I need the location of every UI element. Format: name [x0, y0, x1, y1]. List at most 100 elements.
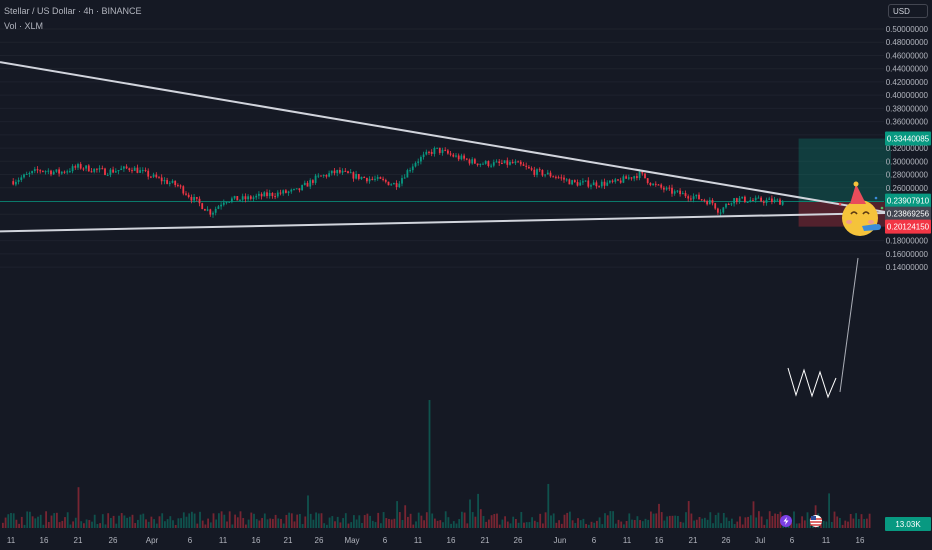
candle-body — [233, 196, 236, 199]
volume-bar — [477, 493, 479, 528]
volume-bar — [158, 516, 161, 528]
price-axis-label: 0.42000000 — [886, 78, 929, 87]
volume-bar — [585, 523, 587, 528]
volume-bar — [26, 511, 29, 528]
candle-body — [536, 169, 538, 175]
volume-bar — [728, 520, 731, 528]
candle-body — [228, 201, 231, 203]
volume-bar — [625, 520, 628, 528]
candle-body — [347, 171, 349, 174]
volume-bar — [425, 512, 428, 528]
candle-body — [382, 178, 384, 180]
volume-bar — [590, 521, 593, 528]
volume-bar — [274, 514, 277, 528]
candle-body — [52, 171, 55, 175]
price-axis-label: 0.16000000 — [886, 250, 929, 259]
candle-body — [239, 199, 241, 201]
candle-body — [306, 182, 309, 187]
volume-bar — [455, 523, 458, 528]
volume-bar — [749, 515, 752, 528]
candle-body — [398, 183, 401, 188]
volume-bar — [849, 513, 852, 528]
candle-body — [85, 165, 87, 169]
price-axis-label: 0.32000000 — [886, 144, 929, 153]
time-axis-label: 11 — [414, 536, 423, 545]
volume-bar — [37, 516, 39, 528]
candle-body — [125, 166, 128, 169]
volume-bar — [452, 521, 455, 528]
volume-bar — [331, 516, 334, 528]
axes: 11 16 21 26 Apr 6 11 16 21 26 May 6 11 16 21 26 Jun 6 11 16… — [7, 25, 929, 545]
volume-bar — [226, 521, 228, 528]
volume-bar — [29, 511, 31, 528]
candle-body — [384, 179, 387, 182]
candle-body — [441, 149, 444, 153]
projected-path — [787, 367, 837, 399]
volume-bar — [690, 513, 693, 528]
volume-bar — [839, 517, 841, 528]
candle-body — [106, 174, 109, 176]
candle-body — [371, 178, 374, 180]
candle-body — [779, 199, 781, 205]
volume-bar — [126, 517, 128, 528]
candle-body — [530, 168, 533, 170]
candle-body — [695, 194, 698, 197]
candle-body — [671, 187, 673, 194]
volume-bar — [266, 519, 269, 528]
volume-bar — [393, 518, 396, 528]
candle-body — [514, 161, 517, 164]
candle-body — [222, 202, 225, 205]
volume-bar — [655, 513, 658, 528]
candle-body — [314, 175, 317, 183]
volume-bar — [447, 517, 450, 528]
candle-body — [241, 196, 244, 200]
candle-body — [600, 181, 603, 187]
volume-bar — [442, 522, 444, 528]
volume-bar — [620, 521, 623, 528]
candle-body — [447, 150, 449, 154]
volume-bar — [863, 518, 866, 528]
candle-body — [101, 168, 104, 170]
time-axis-label: 11 — [7, 536, 16, 545]
volume-bar — [747, 516, 749, 528]
volume-bar — [563, 514, 566, 528]
trendlines[interactable] — [0, 61, 892, 399]
volume-indicator-label[interactable]: Vol · XLM — [4, 21, 44, 31]
breakout-projection — [839, 257, 859, 393]
volume-bar — [299, 513, 301, 528]
volume-bar — [498, 524, 501, 528]
candle-body — [436, 147, 438, 149]
candle-body — [328, 173, 330, 177]
volume-bar — [542, 523, 544, 528]
symbol-title[interactable]: Stellar / US Dollar · 4h · BINANCE — [4, 6, 142, 16]
volume-bar — [809, 518, 812, 528]
candle-body — [17, 179, 20, 182]
volume-bar — [77, 487, 80, 528]
candle-body — [360, 176, 363, 179]
us-flag-icon[interactable] — [810, 515, 822, 527]
time-axis-label: 26 — [514, 536, 523, 545]
candle-body — [409, 170, 411, 172]
volume-bar — [83, 523, 85, 528]
candle-body — [592, 182, 595, 186]
volume-bar — [857, 518, 860, 528]
volume-bar — [374, 522, 377, 528]
price-axis-label: 0.38000000 — [886, 104, 929, 113]
time-axis-label: 26 — [315, 536, 324, 545]
lightning-icon[interactable] — [780, 515, 792, 527]
candle-body — [379, 177, 382, 179]
candle-body — [433, 148, 436, 154]
volume-bar — [415, 521, 417, 528]
volume-bar — [396, 501, 398, 528]
candle-body — [104, 168, 106, 176]
candle-body — [363, 176, 366, 178]
candle-body — [177, 185, 179, 187]
volume-bar — [361, 523, 363, 528]
candle-body — [15, 181, 17, 185]
price-scale[interactable] — [884, 0, 932, 530]
candle-body — [414, 162, 417, 167]
currency-button[interactable]: USD — [888, 4, 928, 18]
entry-price-badge — [885, 193, 931, 208]
